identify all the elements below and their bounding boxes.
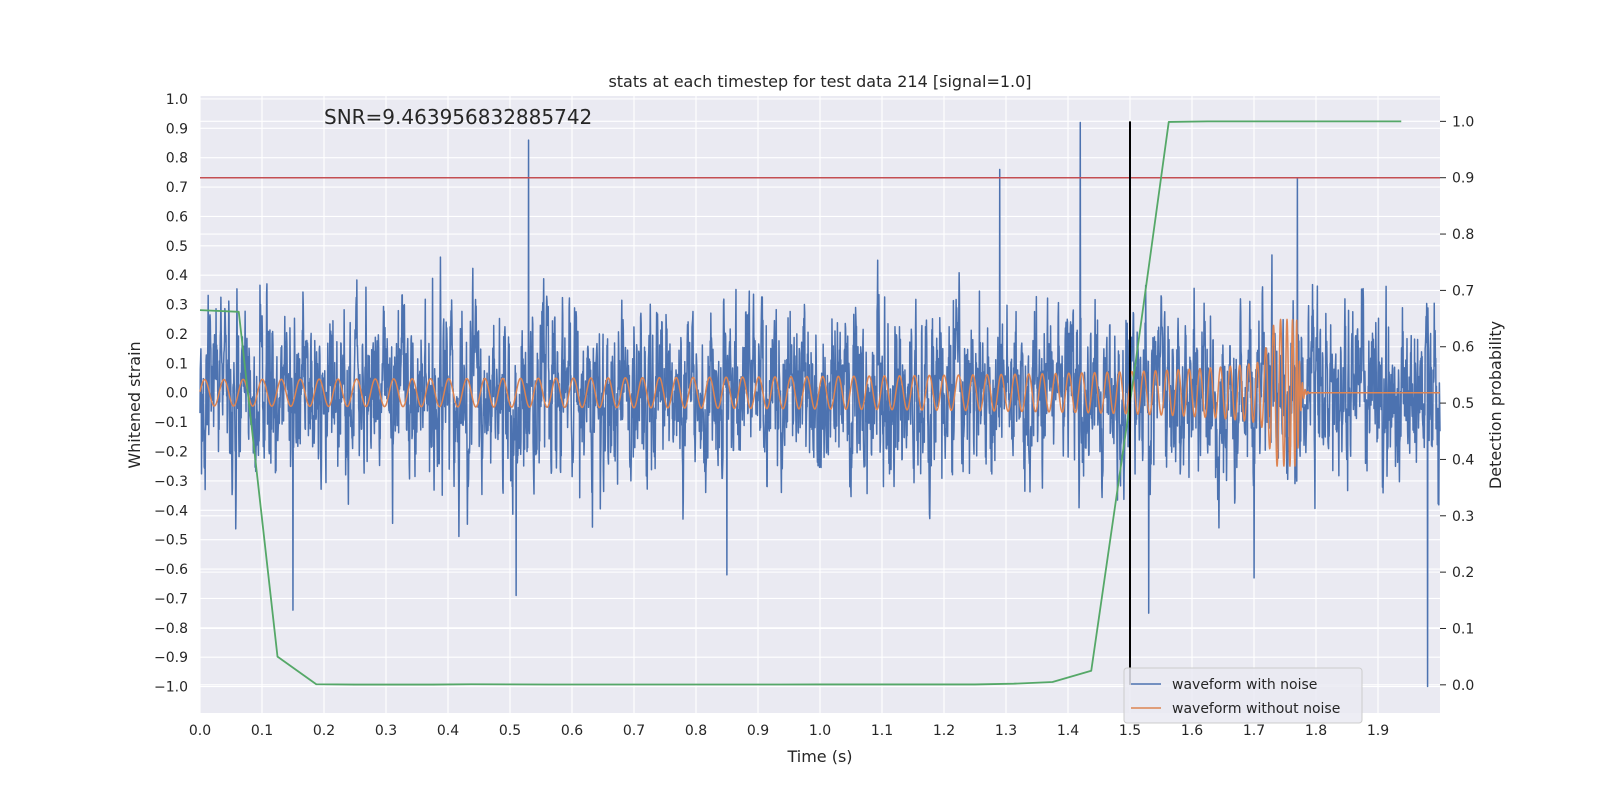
y-tick-label: −0.3 [154, 474, 188, 490]
y2-tick-label: 0.4 [1452, 452, 1474, 468]
y2-tick-label: 0.0 [1452, 678, 1474, 694]
x-tick-label: 1.0 [809, 723, 831, 739]
y-tick-label: −0.5 [154, 533, 188, 549]
x-tick-label: 0.8 [685, 723, 707, 739]
y2-tick-label: 0.9 [1452, 171, 1474, 187]
y-tick-label: −0.7 [154, 591, 188, 607]
x-tick-label: 0.6 [561, 723, 583, 739]
y-tick-label: 0.2 [166, 327, 188, 343]
y2-tick-label: 0.3 [1452, 509, 1474, 525]
y-tick-label: 0.1 [166, 356, 188, 372]
x-tick-label: 1.1 [871, 723, 893, 739]
y2-tick-label: 0.5 [1452, 396, 1474, 412]
y-tick-label: 0.5 [166, 239, 188, 255]
x-tick-label: 0.0 [189, 723, 211, 739]
y-tick-label: 0.8 [166, 151, 188, 167]
x-tick-label: 0.1 [251, 723, 273, 739]
y-tick-label: −0.9 [154, 650, 188, 666]
legend: waveform with noise waveform without noi… [1123, 667, 1363, 724]
x-tick-label: 0.2 [313, 723, 335, 739]
x-tick-label: 1.5 [1119, 723, 1141, 739]
x-tick-label: 0.7 [623, 723, 645, 739]
x-tick-label: 0.5 [499, 723, 521, 739]
x-tick-label: 1.8 [1305, 723, 1327, 739]
y-tick-label: −1.0 [154, 680, 188, 696]
y-tick-label: 0.7 [166, 180, 188, 196]
ticks-layer: 0.0 0.1 0.2 0.3 0.4 0.5 0.6 0.7 0.8 0.9 1.0 1.1 1.2 1… [154, 92, 1474, 739]
x-axis-label: Time (s) [786, 747, 852, 766]
y2-tick-label: 1.0 [1452, 114, 1474, 130]
x-tick-label: 1.7 [1243, 723, 1265, 739]
chart-title: stats at each timestep for test data 214… [608, 72, 1031, 91]
y2-tick-label: 0.6 [1452, 340, 1474, 356]
legend-label-clean: waveform without noise [1172, 701, 1340, 717]
y-tick-label: 0.9 [166, 121, 188, 137]
x-tick-label: 0.9 [747, 723, 769, 739]
y-tick-label: 0.4 [166, 268, 188, 284]
overlay-layer [199, 120, 1440, 686]
snr-annotation: SNR=9.463956832885742 [324, 105, 592, 129]
legend-label-noise: waveform with noise [1172, 677, 1317, 693]
x-tick-label: 1.4 [1057, 723, 1079, 739]
x-tick-label: 1.9 [1367, 723, 1389, 739]
y-tick-label: 1.0 [166, 92, 188, 108]
y2-tick-label: 0.2 [1452, 565, 1474, 581]
y-tick-label: 0.0 [166, 386, 188, 402]
y-tick-label: 0.3 [166, 298, 188, 314]
y-axis-label: Whitened strain [125, 341, 144, 468]
x-tick-label: 1.6 [1181, 723, 1203, 739]
y2-tick-label: 0.1 [1452, 621, 1474, 637]
y2-tick-label: 0.8 [1452, 227, 1474, 243]
y-tick-label: −0.8 [154, 621, 188, 637]
series-detection-probability [199, 120, 1402, 686]
x-tick-label: 1.3 [995, 723, 1017, 739]
y-tick-label: 0.6 [166, 209, 188, 225]
x-tick-label: 0.3 [375, 723, 397, 739]
y2-tick-label: 0.7 [1452, 283, 1474, 299]
y-tick-label: −0.6 [154, 562, 188, 578]
y-tick-label: −0.4 [154, 503, 188, 519]
series-waveform-without-noise [199, 318, 1441, 467]
x-tick-label: 1.2 [933, 723, 955, 739]
legend-box [1123, 667, 1363, 724]
series-layer [199, 121, 1441, 688]
x-tick-label: 0.4 [437, 723, 459, 739]
y-tick-label: −0.2 [154, 445, 188, 461]
y-tick-label: −0.1 [154, 415, 188, 431]
y2-axis-label: Detection probability [1486, 321, 1505, 489]
